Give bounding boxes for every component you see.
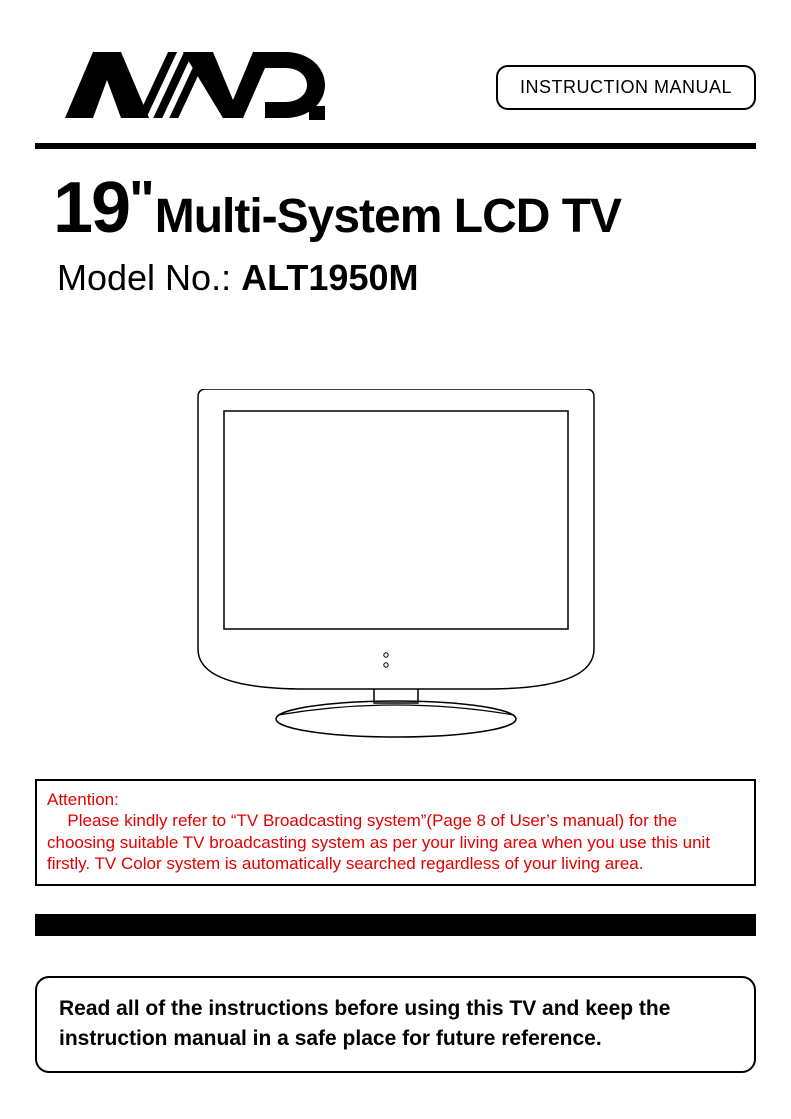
attention-label: Attention: [47, 789, 744, 810]
inch-mark: " [129, 170, 155, 230]
attention-box: Attention: Please kindly refer to “TV Br… [35, 779, 756, 886]
model-label: Model No.: [57, 257, 231, 298]
screen-size: 19 [53, 168, 129, 248]
attention-body: Please kindly refer to “TV Broadcasting … [47, 810, 744, 874]
instruction-manual-badge: INSTRUCTION MANUAL [496, 65, 756, 110]
title-block: 19"Multi-System LCD TV Model No.: ALT195… [35, 149, 756, 299]
header-row: INSTRUCTION MANUAL [35, 50, 756, 125]
tv-illustration [35, 389, 756, 739]
footer-note: Read all of the instructions before usin… [35, 976, 756, 1073]
divider-bar [35, 914, 756, 936]
product-name: Multi-System LCD TV [155, 190, 621, 243]
product-title: 19"Multi-System LCD TV [53, 167, 756, 249]
brand-logo [35, 50, 325, 125]
model-value: ALT1950M [241, 257, 418, 298]
model-line: Model No.: ALT1950M [53, 257, 756, 299]
